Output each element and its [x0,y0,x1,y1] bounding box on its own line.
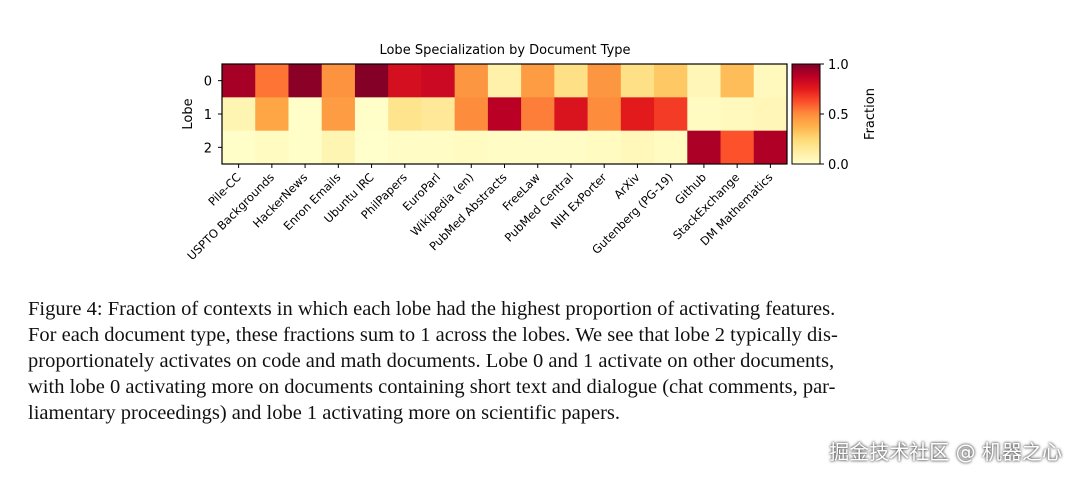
heatmap-cell [321,130,356,165]
heatmap-cell [521,130,555,165]
heatmap-cell [222,97,256,132]
heatmap-cell [753,64,788,98]
heatmap-cell [388,130,422,165]
heatmap-cell [354,64,389,98]
heatmap-cell [222,130,256,165]
heatmap-cell [454,64,489,98]
heatmap-cell [521,64,555,98]
heatmap-cell [620,130,655,165]
heatmap-cell [620,64,655,98]
heatmap-cell [521,97,555,132]
heatmap-cell [222,64,256,98]
watermark: 掘金技术社区 @ 机器之心 [829,440,1062,464]
caption-line: Figure 4: Fraction of contexts in which … [28,298,836,320]
colorbar [791,63,821,165]
y-tick-label: 0 [204,75,212,90]
caption-line: For each document type, these fractions … [28,324,838,346]
heatmap-cell [554,64,589,98]
caption-line: with lobe 0 activating more on documents… [28,376,836,398]
heatmap-cell [554,130,589,165]
heatmap-cell [554,97,589,132]
heatmap-cell [255,130,289,165]
heatmap-cell [255,97,289,132]
heatmap-cell [288,64,323,98]
heatmap-cell [288,130,323,165]
heatmap-cell [654,130,688,165]
heatmap-cell [720,64,755,98]
heatmap-cell [454,97,489,132]
heatmap-cell [753,130,788,165]
heatmap-cell [654,97,688,132]
caption-line: liamentary proceedings) and lobe 1 activ… [28,402,621,424]
colorbar-tick-label: 1.0 [828,58,849,73]
colorbar-tick-label: 0.5 [828,108,849,123]
heatmap-cell [354,97,389,132]
chart-title: Lobe Specialization by Document Type [379,43,630,58]
heatmap-cell [288,97,323,132]
heatmap-cell [454,130,489,165]
heatmap-cell [487,64,522,98]
colorbar-label: Fraction [863,88,878,140]
heatmap-cell [421,64,456,98]
heatmap-cell [587,97,622,132]
heatmap-cell [321,64,356,98]
heatmap-cell [687,97,722,132]
heatmap-cell [388,64,422,98]
heatmap-cell [587,130,622,165]
y-tick-label: 1 [204,108,212,123]
heatmap-cell [753,97,788,132]
heatmap-cell [720,130,755,165]
heatmap-cell [321,97,356,132]
heatmap-cell [687,130,722,165]
colorbar-tick-label: 0.0 [828,158,849,173]
heatmap-cell [354,130,389,165]
heatmap-cell [620,97,655,132]
heatmap-cell [421,130,456,165]
y-axis-label: Lobe [181,98,196,129]
heatmap-cell [421,97,456,132]
heatmap-cell [255,64,289,98]
heatmap-cell [487,130,522,165]
heatmap-cell [654,64,688,98]
heatmap-cell [587,64,622,98]
heatmap-cell [487,97,522,132]
heatmap-cell [687,64,722,98]
heatmap-cell [720,97,755,132]
y-tick-label: 2 [204,141,212,156]
heatmap-chart: Lobe Specialization by Document Type 0 1 2… [181,43,878,263]
caption-line: proportionately activates on code and ma… [28,350,835,372]
figure-caption: Figure 4: Fraction of contexts in which … [28,296,1038,426]
heatmap-cell [388,97,422,132]
